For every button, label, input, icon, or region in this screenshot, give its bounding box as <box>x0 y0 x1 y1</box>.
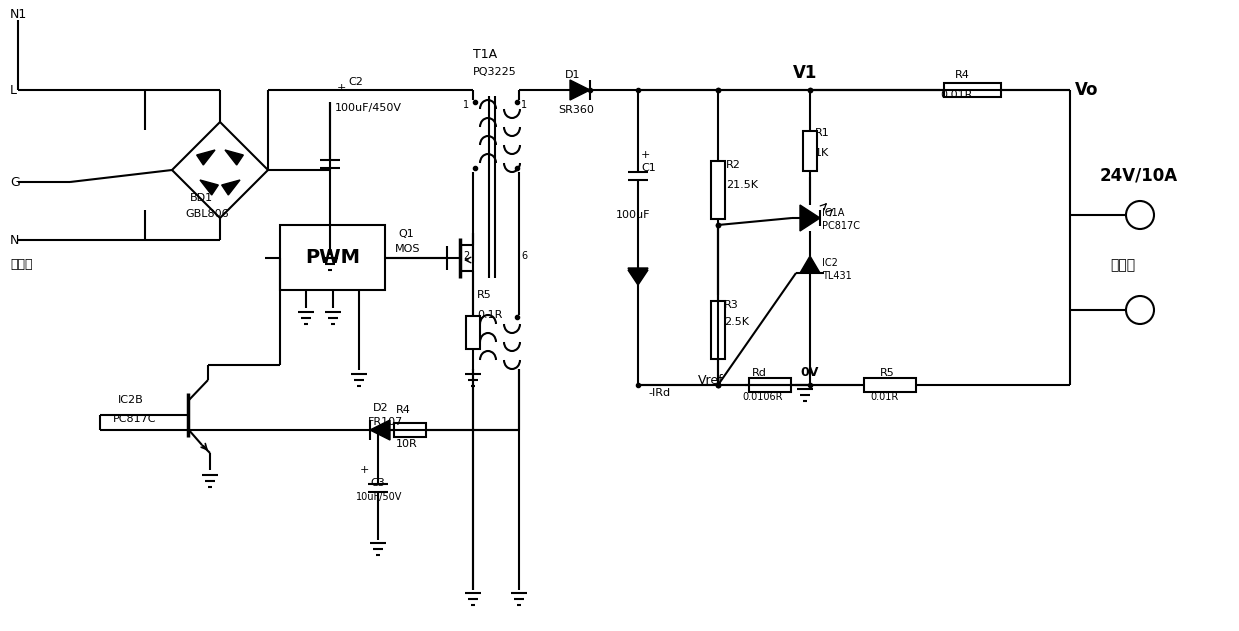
Text: D2: D2 <box>373 403 389 413</box>
Bar <box>711 161 725 219</box>
Text: G: G <box>10 175 20 189</box>
Text: Rd: Rd <box>752 368 767 378</box>
Text: SR360: SR360 <box>558 105 593 115</box>
Text: -IRd: -IRd <box>648 388 670 398</box>
Text: +: + <box>641 150 650 160</box>
Text: C1: C1 <box>641 163 655 173</box>
Text: C3: C3 <box>370 478 385 488</box>
Text: 0.01R: 0.01R <box>870 392 898 402</box>
Text: R2: R2 <box>726 160 741 170</box>
Text: PWM: PWM <box>305 248 361 267</box>
Text: C2: C2 <box>348 77 363 87</box>
Text: 测试点: 测试点 <box>1110 258 1135 272</box>
Text: 6: 6 <box>522 251 527 261</box>
Bar <box>864 378 916 392</box>
Text: 交大三: 交大三 <box>10 259 32 271</box>
Text: Vref: Vref <box>698 374 724 387</box>
Text: V1: V1 <box>793 64 818 82</box>
Text: IC2: IC2 <box>821 258 838 268</box>
Text: 100uF: 100uF <box>616 210 650 220</box>
Text: +: + <box>361 465 369 475</box>
Text: PQ3225: PQ3225 <box>473 67 517 77</box>
Text: 2.5K: 2.5K <box>724 317 750 327</box>
Bar <box>711 301 725 359</box>
Text: +: + <box>337 83 347 93</box>
Text: R4: R4 <box>396 405 411 415</box>
Text: 21.5K: 21.5K <box>726 180 758 190</box>
Text: PC817C: PC817C <box>821 221 860 231</box>
Text: 0.01R: 0.01R <box>940 90 973 100</box>
Text: T1A: T1A <box>473 49 497 61</box>
Text: N1: N1 <box>10 8 27 21</box>
Text: BD1: BD1 <box>190 193 213 203</box>
Text: L: L <box>10 83 17 97</box>
Bar <box>394 423 426 437</box>
Text: 2: 2 <box>463 251 470 261</box>
Text: N: N <box>10 233 20 247</box>
Text: GBL806: GBL806 <box>185 209 229 219</box>
Text: R5: R5 <box>477 290 492 300</box>
Text: R3: R3 <box>724 300 738 310</box>
Polygon shape <box>197 150 216 165</box>
Polygon shape <box>628 268 648 283</box>
Text: Q1: Q1 <box>398 229 414 239</box>
Polygon shape <box>628 270 648 285</box>
Text: IC2B: IC2B <box>118 395 144 405</box>
Bar <box>944 83 1001 97</box>
Text: IC1A: IC1A <box>821 208 844 218</box>
Text: 1: 1 <box>463 100 470 110</box>
Bar <box>280 225 385 290</box>
Text: Vo: Vo <box>1075 81 1099 99</box>
Text: R5: R5 <box>880 368 895 378</box>
Text: D1: D1 <box>565 70 581 80</box>
Text: PC817C: PC817C <box>113 414 156 424</box>
Text: 10uF/50V: 10uF/50V <box>356 492 403 502</box>
Bar <box>750 378 790 392</box>
Polygon shape <box>370 420 390 440</box>
Text: 0.1R: 0.1R <box>477 310 502 320</box>
Polygon shape <box>172 122 268 218</box>
Text: 1K: 1K <box>815 148 829 158</box>
Text: 10R: 10R <box>396 439 418 449</box>
Bar <box>803 131 817 171</box>
Polygon shape <box>199 180 218 195</box>
Text: FR107: FR107 <box>368 417 403 427</box>
Text: TL431: TL431 <box>821 271 851 281</box>
Text: R4: R4 <box>955 70 970 80</box>
Polygon shape <box>570 80 590 100</box>
Text: 24V/10A: 24V/10A <box>1100 166 1178 184</box>
Text: R1: R1 <box>815 128 830 138</box>
Polygon shape <box>800 256 820 273</box>
Bar <box>466 316 479 349</box>
Text: 1: 1 <box>522 100 527 110</box>
Text: MOS: MOS <box>395 244 420 254</box>
Text: 100uF/450V: 100uF/450V <box>335 103 401 113</box>
Polygon shape <box>225 150 243 165</box>
Text: 0V: 0V <box>800 367 819 379</box>
Text: 0.0106R: 0.0106R <box>742 392 783 402</box>
Polygon shape <box>800 205 820 231</box>
Polygon shape <box>222 180 240 195</box>
